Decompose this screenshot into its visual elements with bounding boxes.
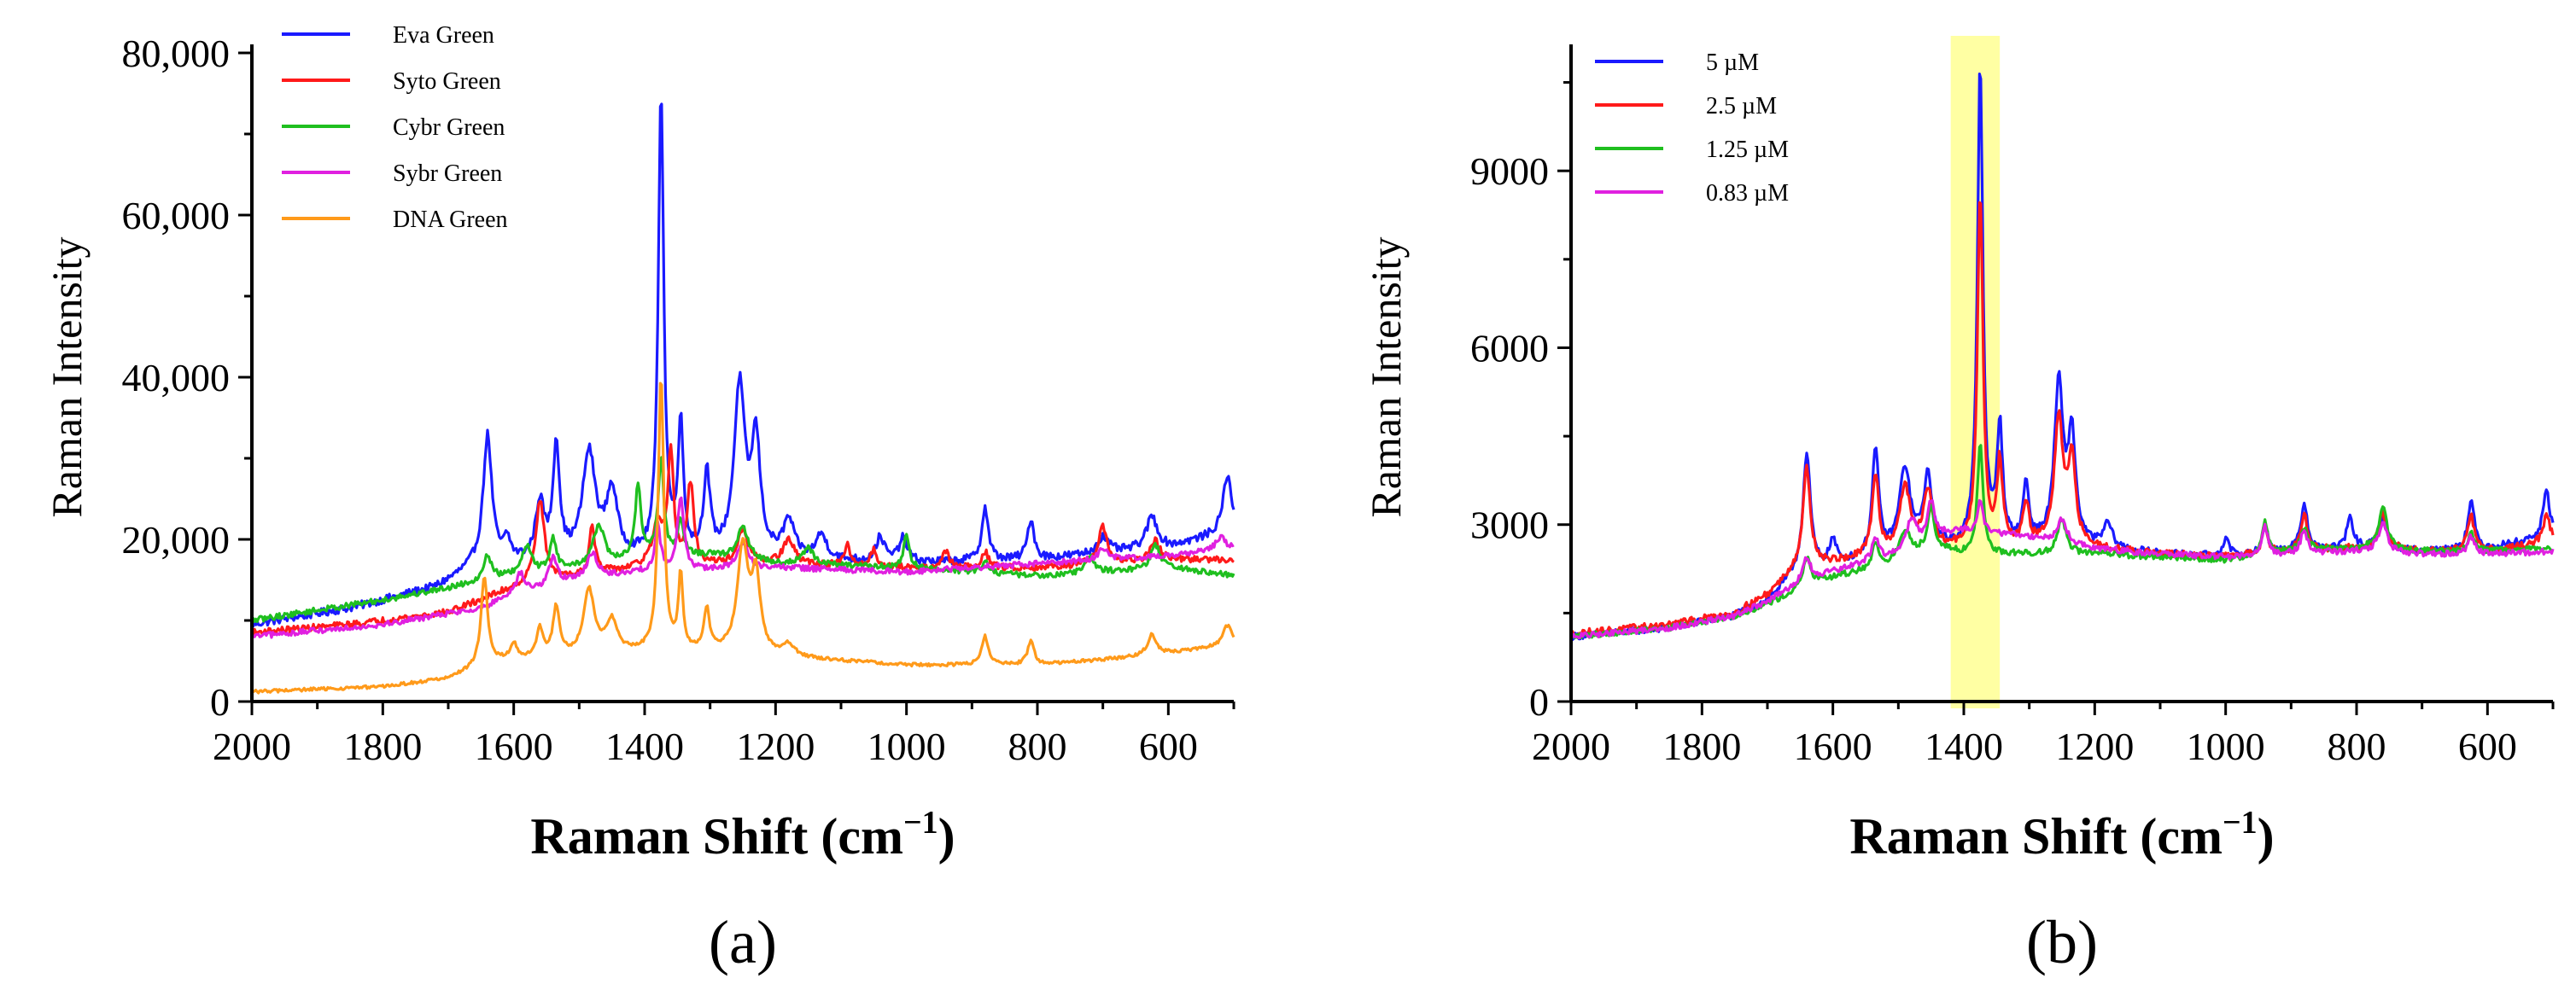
x-tick-label: 600 [1139,725,1198,768]
x-tick-label: 1200 [2055,725,2134,768]
legend-label: DNA Green [393,207,508,233]
x-tick-label: 800 [2328,725,2386,768]
series-line-eva-green [250,102,1235,628]
panel-a-legend: Eva Green Syto Green Cybr Green Sybr Green D… [282,22,508,233]
x-tick-label: 1600 [1794,725,1872,768]
y-tick-label: 20,000 [122,518,231,562]
series-line-dna-green [251,381,1235,695]
panel-b-series [1569,73,2555,642]
x-tick-label: 600 [2458,725,2517,768]
x-tick-label: 800 [1008,725,1067,768]
y-tick-label: 6000 [1470,326,1549,370]
panel-label: (b) [2026,908,2098,976]
panel-a-series [250,102,1235,695]
panel-b-chart: 2000 1800 1600 1400 1200 1000 800 6000300060009… [1362,36,2555,976]
x-tick-label: 1800 [343,725,422,768]
x-tick-label: 2000 [1532,725,1610,768]
x-axis-title-close: ) [938,808,955,865]
y-tick-label: 0 [210,680,230,724]
legend-label: Cybr Green [393,114,505,141]
x-axis-title-exponent: −1 [2223,805,2258,841]
x-axis-title-exponent: −1 [903,805,938,841]
legend-label: 1.25 µM [1706,137,1789,163]
legend-label: 0.83 µM [1706,180,1789,207]
y-tick-label: 80,000 [122,32,231,75]
x-axis-title-main: Raman Shift (cm [1849,808,2223,865]
panel-label: (a) [709,908,777,976]
legend-label: 2.5 µM [1706,93,1777,119]
x-tick-label: 1600 [475,725,553,768]
y-axis-title: Raman Intensity [43,236,91,517]
legend-label: Syto Green [393,68,501,95]
series-line-1-25-m [1570,444,2554,639]
x-tick-label: 1800 [1662,725,1741,768]
panel-a-chart: 2000 1800 1600 1400 1200 1000 800 600 0 20,000 40,… [43,22,1235,976]
y-tick-label: 3000 [1470,504,1549,547]
x-tick-label: 1200 [736,725,815,768]
legend-label: 5 µM [1706,50,1759,76]
y-tick-label: 9000 [1470,149,1549,193]
y-tick-label: 60,000 [122,194,231,237]
x-axis-title: Raman Shift (cm−1) [1849,805,2274,865]
series-line-0-83-m [1569,498,2555,640]
panel-b-legend: 5 µM 2.5 µM 1.25 µM 0.83 µM [1595,50,1789,207]
y-tick-label: 0 [1529,680,1549,724]
x-tick-label: 1400 [605,725,684,768]
x-tick-label: 1000 [867,725,946,768]
legend-label: Sybr Green [393,160,502,187]
x-axis-title: Raman Shift (cm−1) [530,805,955,865]
x-tick-label: 1400 [1925,725,2003,768]
x-axis-title-main: Raman Shift (cm [530,808,903,865]
x-tick-label: 1000 [2187,725,2265,768]
y-tick-label: 40,000 [122,356,231,399]
series-line-cybr-green [251,456,1235,624]
x-tick-label: 2000 [213,725,291,768]
y-axis-title: Raman Intensity [1362,236,1410,517]
x-axis-title-close: ) [2258,808,2275,865]
legend-label: Eva Green [393,22,494,49]
